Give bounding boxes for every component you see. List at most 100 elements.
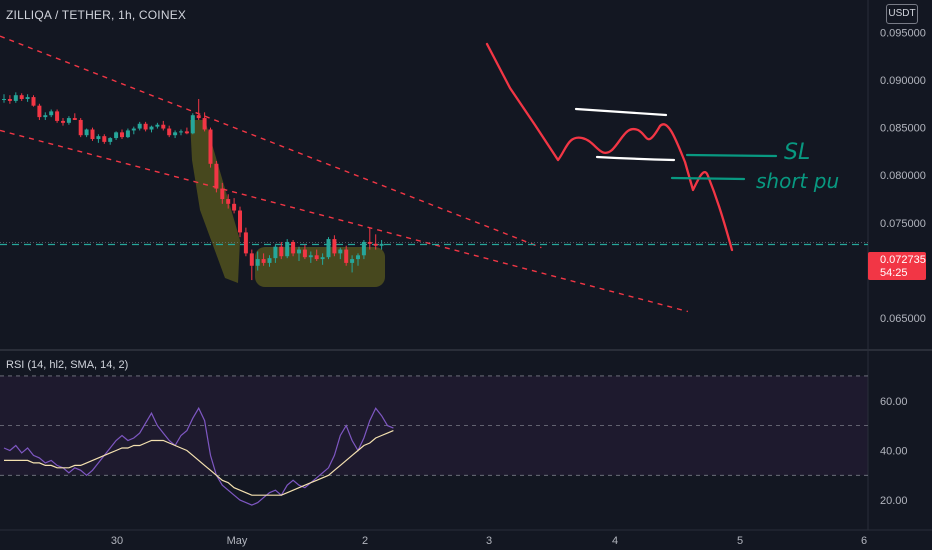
candle-body[interactable] <box>167 128 172 136</box>
price-tick-label: 0.095000 <box>880 27 926 39</box>
candle-body[interactable] <box>72 118 77 120</box>
stop-loss-line[interactable] <box>685 153 778 158</box>
currency-button[interactable]: USDT <box>886 4 918 24</box>
rsi-tick-label: 40.00 <box>880 445 908 457</box>
trendline-lower[interactable] <box>0 129 689 313</box>
candle-body[interactable] <box>179 131 183 133</box>
candle-body[interactable] <box>84 129 89 136</box>
candle-body[interactable] <box>31 97 36 106</box>
time-tick-label: 3 <box>486 535 492 547</box>
candle-body[interactable] <box>279 246 284 257</box>
rsi-tick-label: 20.00 <box>880 495 908 507</box>
rsi-moving-average-line[interactable] <box>4 430 394 496</box>
candle-body[interactable] <box>49 111 54 116</box>
last-price-badge: 0.072735 54:25 <box>868 252 926 280</box>
candle-body[interactable] <box>338 249 343 254</box>
candle-body[interactable] <box>25 97 30 99</box>
rsi-tick-label: 60.00 <box>880 396 908 408</box>
candle-body[interactable] <box>90 129 95 140</box>
candle-body[interactable] <box>367 241 372 244</box>
candle-body[interactable] <box>78 119 83 136</box>
price-tick-label: 0.090000 <box>880 75 926 87</box>
candle-body[interactable] <box>308 255 313 258</box>
candle-body[interactable] <box>96 136 101 140</box>
candle-body[interactable] <box>37 105 42 118</box>
candle-body[interactable] <box>61 120 65 123</box>
candle-body[interactable] <box>332 239 337 254</box>
drop-highlight-zone <box>190 120 240 283</box>
candle-body[interactable] <box>214 163 219 189</box>
candle-body[interactable] <box>184 131 189 134</box>
candle-body[interactable] <box>379 243 384 246</box>
support-line[interactable] <box>595 155 676 162</box>
trendline-upper[interactable] <box>0 35 542 249</box>
candle-body[interactable] <box>232 203 237 211</box>
candle-body[interactable] <box>137 123 142 129</box>
candle-body[interactable] <box>356 255 360 260</box>
candle-body[interactable] <box>125 130 130 138</box>
short-entry-line[interactable] <box>670 176 746 181</box>
candle-body[interactable] <box>161 124 166 129</box>
price-tick-label: 0.075000 <box>880 218 926 230</box>
candle-body[interactable] <box>208 129 213 164</box>
candle-body[interactable] <box>13 95 18 101</box>
candle-body[interactable] <box>143 123 148 130</box>
candle-body[interactable] <box>202 118 207 130</box>
last-price-value: 0.072735 <box>880 254 926 266</box>
candle-body[interactable] <box>261 259 266 263</box>
time-tick-label: 4 <box>612 535 618 547</box>
time-tick-label: 2 <box>362 535 368 547</box>
candle-body[interactable] <box>66 118 71 123</box>
candle-body[interactable] <box>196 115 201 119</box>
price-tick-label: 0.065000 <box>880 313 926 325</box>
candle-body[interactable] <box>267 258 272 263</box>
hand-drawn-price-path[interactable] <box>485 42 734 252</box>
candle-body[interactable] <box>320 257 325 260</box>
candle-body[interactable] <box>350 259 355 263</box>
candle-body[interactable] <box>55 111 60 121</box>
time-tick-label: 30 <box>111 535 123 547</box>
candle-body[interactable] <box>238 210 242 233</box>
candle-body[interactable] <box>255 259 260 266</box>
resistance-line[interactable] <box>574 107 668 117</box>
candle-body[interactable] <box>297 249 301 254</box>
candle-body[interactable] <box>155 124 160 127</box>
time-tick-label: 6 <box>861 535 867 547</box>
symbol-title[interactable]: ZILLIQA / TETHER, 1h, COINEX <box>6 8 187 22</box>
candle-body[interactable] <box>173 132 178 136</box>
candle-body[interactable] <box>226 199 231 204</box>
candle-body[interactable] <box>190 115 195 134</box>
candle-body[interactable] <box>302 249 307 258</box>
candle-body[interactable] <box>43 115 48 118</box>
candle-body[interactable] <box>220 188 225 200</box>
price-tick-label: 0.085000 <box>880 123 926 135</box>
candle-body[interactable] <box>361 241 366 256</box>
rsi-line[interactable] <box>3 406 394 506</box>
candle-body[interactable] <box>120 132 124 138</box>
candle-body[interactable] <box>285 241 290 257</box>
candle-body[interactable] <box>149 126 154 130</box>
candle-body[interactable] <box>249 253 254 266</box>
candle-body[interactable] <box>344 249 349 263</box>
candle-body[interactable] <box>131 128 136 131</box>
candle-body[interactable] <box>273 246 278 259</box>
candle-body[interactable] <box>2 99 6 100</box>
candle-body[interactable] <box>102 136 107 142</box>
candle-body[interactable] <box>19 95 24 99</box>
short-entry-annotation: short pu <box>756 169 839 193</box>
stop-loss-annotation: SL <box>784 140 810 165</box>
candle-body[interactable] <box>114 132 119 139</box>
candle-body[interactable] <box>7 99 12 101</box>
candle-body[interactable] <box>373 243 378 246</box>
rsi-indicator-title[interactable]: RSI (14, hl2, SMA, 14, 2) <box>6 359 129 371</box>
price-tick-label: 0.080000 <box>880 170 926 182</box>
candle-body[interactable] <box>108 138 113 142</box>
candle-body[interactable] <box>314 255 319 260</box>
bar-countdown: 54:25 <box>880 267 908 279</box>
candle-body[interactable] <box>291 241 296 254</box>
candle-body[interactable] <box>326 239 331 258</box>
time-tick-label: May <box>227 535 248 547</box>
time-tick-label: 5 <box>737 535 743 547</box>
candle-body[interactable] <box>243 232 248 254</box>
